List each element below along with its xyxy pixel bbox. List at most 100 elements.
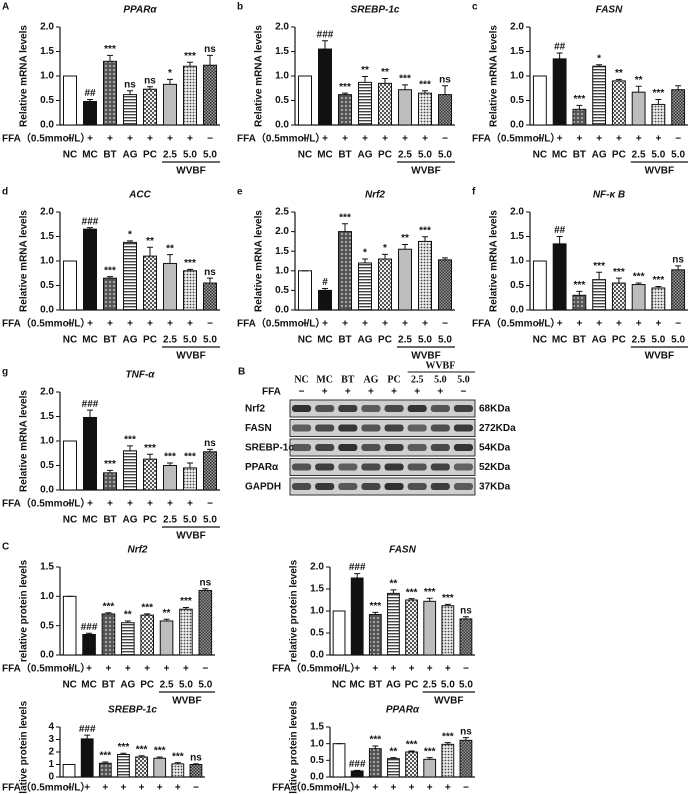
x-tick-label: BT <box>573 335 586 346</box>
significance-label: * <box>128 230 132 241</box>
bar <box>163 465 177 491</box>
blot-band <box>453 405 473 412</box>
ffa-label: FFA（0.5mmol/L） <box>2 497 90 510</box>
error-bar <box>322 287 328 291</box>
x-tick-label: AG <box>592 150 607 161</box>
error-bar <box>105 612 112 614</box>
y-axis-label: relative protein levels <box>289 700 300 794</box>
significance-label: ** <box>146 236 154 247</box>
bar <box>631 91 646 126</box>
ffa-sign: + <box>655 319 661 330</box>
x-tick-label: AG <box>123 150 138 161</box>
x-tick-label: PC <box>143 335 157 346</box>
significance-label: ns <box>460 605 472 616</box>
ffa-sign: + <box>125 664 131 675</box>
bar <box>387 592 400 656</box>
bar <box>63 440 77 491</box>
bar <box>183 467 197 491</box>
chart-title: ACC <box>128 190 151 201</box>
x-tick-label: AG <box>358 150 373 161</box>
ffa-sign: + <box>596 319 602 330</box>
error-bar <box>87 99 93 102</box>
blot-band <box>315 444 335 451</box>
ffa-sign: + <box>87 319 93 330</box>
y-axis-label: Relative mRNA levels <box>254 210 265 312</box>
blot-band <box>361 463 381 471</box>
significance-label: *** <box>369 601 381 612</box>
ffa-sign: + <box>636 134 642 145</box>
bar <box>368 614 382 656</box>
significance-label: *** <box>369 735 381 746</box>
y-tick-label: 2.5 <box>275 207 289 218</box>
blot-band <box>384 444 404 451</box>
significance-label: *** <box>653 275 665 286</box>
blot-ffa-sign: + <box>391 387 397 398</box>
x-tick-label: NC <box>63 515 77 526</box>
significance-label: * <box>363 248 367 259</box>
ffa-sign: + <box>402 319 408 330</box>
chart-title: Nrf2 <box>127 545 147 556</box>
error-bar <box>342 223 348 232</box>
significance-label: *** <box>184 258 196 269</box>
error-bar <box>102 761 109 764</box>
blot-row-label: GAPDH <box>245 482 281 493</box>
ffa-sign: + <box>354 664 360 675</box>
error-bar <box>84 734 91 739</box>
y-axis-label: Relative mRNA levels <box>19 390 30 492</box>
x-tick-label: PC <box>378 150 392 161</box>
y-tick-label: 0.0 <box>275 120 289 131</box>
blot-lane-label: PC <box>387 374 400 385</box>
significance-label: *** <box>613 267 625 278</box>
bar <box>117 754 130 778</box>
bar <box>123 450 137 491</box>
significance-label: *** <box>172 751 184 762</box>
y-tick-label: 2.0 <box>510 22 524 33</box>
blot-band <box>430 405 450 412</box>
blot-band <box>453 463 473 471</box>
blot-band <box>384 424 404 432</box>
error-bar <box>167 254 173 264</box>
x-tick-label: 5.0 <box>671 335 685 346</box>
error-bar <box>86 632 93 635</box>
significance-label: ### <box>79 724 96 735</box>
ffa-sign: + <box>147 319 153 330</box>
bar <box>62 764 76 778</box>
bar <box>459 618 473 656</box>
x-tick-label: MC <box>82 150 98 161</box>
error-bar <box>167 78 173 85</box>
significance-label: *** <box>144 443 156 454</box>
ffa-sign: + <box>86 664 92 675</box>
bar <box>103 277 117 311</box>
panel-letter: d <box>2 187 8 198</box>
x-tick-label: NC <box>533 150 547 161</box>
ffa-sign: + <box>183 664 189 675</box>
error-bar <box>408 598 415 600</box>
error-bar <box>202 588 209 591</box>
y-tick-label: 0 <box>48 772 54 783</box>
bar <box>83 228 97 311</box>
significance-label: *** <box>136 744 148 755</box>
error-bar <box>390 589 397 594</box>
significance-label: *** <box>424 746 436 757</box>
error-bar <box>354 573 361 578</box>
x-tick-label: MC <box>552 150 568 161</box>
blot-row-label: FASN <box>245 423 272 434</box>
panel-letter: c <box>472 2 478 13</box>
y-tick-label: 1.5 <box>40 231 54 242</box>
error-bar <box>655 285 662 288</box>
y-tick-label: 2.0 <box>275 226 289 237</box>
y-tick-label: 0.0 <box>40 485 54 496</box>
x-tick-label: BT <box>369 680 382 691</box>
panel-letter: B <box>238 367 245 378</box>
y-tick-label: 2 <box>48 747 54 758</box>
x-tick-label: 2.5 <box>423 680 437 691</box>
x-tick-label: MC <box>317 150 333 161</box>
error-bar <box>187 268 193 271</box>
bar <box>98 762 112 778</box>
y-axis-label: Relative mRNA levels <box>254 25 265 127</box>
x-tick-label: 2.5 <box>632 150 646 161</box>
x-tick-label: 2.5 <box>632 335 646 346</box>
ffa-label: FFA（0.5mmol/L） <box>237 132 325 145</box>
y-tick-label: 1.5 <box>40 562 54 573</box>
blot-band <box>338 424 358 432</box>
